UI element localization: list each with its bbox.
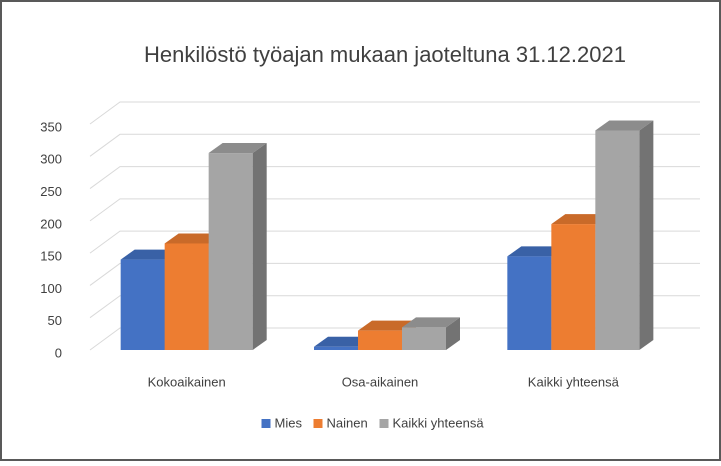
bar-top-shade — [507, 246, 566, 257]
chart-title: Henkilöstö työajan mukaan jaoteltuna 31.… — [144, 42, 626, 67]
legend-label: Kaikki yhteensä — [393, 415, 485, 430]
bar-side-shade — [639, 120, 654, 350]
bar — [208, 153, 253, 350]
bar — [551, 224, 596, 350]
y-tick-label: 100 — [40, 281, 62, 296]
bar-top-shade — [314, 336, 372, 347]
legend-label: Nainen — [327, 415, 368, 430]
bar — [120, 259, 165, 350]
bar-side — [446, 317, 460, 350]
x-tick-label: Osa-aikainen — [342, 374, 419, 389]
bar-top-shade — [164, 233, 223, 244]
bar-top — [358, 320, 416, 331]
bar — [314, 346, 358, 350]
x-tick-label: Kaikki yhteensä — [528, 374, 620, 389]
grid-line — [89, 166, 700, 189]
bar — [402, 327, 446, 350]
grid-line — [89, 230, 700, 254]
bar-side-shade — [446, 317, 460, 350]
bar-top-shade — [551, 214, 610, 225]
x-tick-label: Kokoaikainen — [148, 374, 226, 389]
bar-top — [120, 249, 179, 260]
legend-label: Mies — [275, 415, 303, 430]
bar-top — [507, 246, 566, 257]
grid-line — [89, 198, 700, 222]
bar-side-shade — [252, 143, 267, 350]
bar-top — [551, 214, 610, 225]
grid-line — [89, 295, 700, 319]
y-tick-label: 50 — [48, 313, 62, 328]
bar-top-shade — [358, 320, 416, 331]
bar-top — [208, 143, 267, 154]
bar — [164, 243, 209, 350]
legend-swatch — [379, 419, 389, 428]
bar-top-shade — [402, 317, 460, 328]
bar-top — [164, 233, 223, 244]
legend-swatch — [261, 419, 271, 428]
bar-top — [402, 317, 460, 328]
bar-top-shade — [208, 143, 267, 154]
grid-line — [89, 262, 700, 286]
y-tick-label: 300 — [40, 152, 62, 167]
grid-line — [89, 101, 700, 125]
bar-side — [639, 120, 654, 350]
bar-top — [314, 336, 372, 347]
bar-top-shade — [595, 120, 654, 131]
y-tick-label: 250 — [40, 184, 62, 199]
grid-line — [89, 133, 700, 157]
bar — [595, 130, 640, 350]
y-tick-label: 350 — [40, 119, 62, 134]
bar — [507, 256, 552, 350]
y-tick-label: 0 — [55, 345, 62, 360]
legend-swatch — [313, 419, 323, 428]
bar — [358, 330, 402, 350]
y-tick-label: 150 — [40, 249, 62, 264]
bar-side — [252, 143, 267, 350]
bar-top-shade — [120, 249, 179, 260]
bar-top — [595, 120, 654, 131]
y-tick-label: 200 — [40, 216, 62, 231]
grid-line — [89, 327, 700, 351]
